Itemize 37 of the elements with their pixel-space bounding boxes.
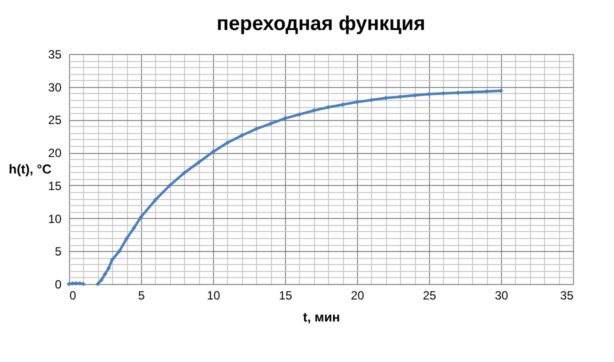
y-tick-label: 20 bbox=[48, 146, 62, 160]
point bbox=[96, 282, 100, 286]
point bbox=[153, 198, 158, 202]
point bbox=[240, 133, 244, 138]
point bbox=[117, 248, 122, 254]
point bbox=[196, 160, 201, 165]
point bbox=[124, 236, 129, 241]
y-axis-title: h(t), °C bbox=[8, 162, 52, 176]
point bbox=[254, 126, 258, 132]
point bbox=[132, 226, 136, 230]
chart-title: переходная функция bbox=[216, 13, 426, 35]
point bbox=[210, 150, 216, 154]
y-tick-label: 30 bbox=[48, 80, 62, 94]
point bbox=[99, 278, 104, 282]
y-tick-label: 0 bbox=[54, 278, 62, 292]
y-tick-label: 5 bbox=[54, 244, 62, 259]
y-tick-label: 25 bbox=[48, 113, 62, 128]
x-tick-label: 20 bbox=[350, 288, 364, 302]
point bbox=[182, 170, 186, 176]
point bbox=[225, 140, 230, 145]
point bbox=[110, 257, 114, 262]
point bbox=[102, 272, 108, 276]
x-tick-label: 5 bbox=[138, 288, 146, 302]
y-tick-label: 35 bbox=[48, 48, 62, 62]
point bbox=[138, 214, 144, 220]
y-tick-label: 10 bbox=[48, 212, 62, 226]
x-tick-label: 10 bbox=[206, 288, 220, 302]
x-tick-label: 0 bbox=[70, 288, 76, 302]
point bbox=[106, 266, 111, 270]
point bbox=[168, 183, 172, 188]
point bbox=[268, 121, 273, 126]
x-tick-label: 35 bbox=[560, 288, 574, 302]
x-tick-label: 25 bbox=[422, 288, 436, 302]
x-tick-label: 30 bbox=[494, 288, 508, 302]
x-axis-title: t, мин bbox=[302, 310, 340, 324]
y-tick-label: 15 bbox=[48, 178, 62, 193]
x-tick-label: 15 bbox=[278, 288, 292, 302]
